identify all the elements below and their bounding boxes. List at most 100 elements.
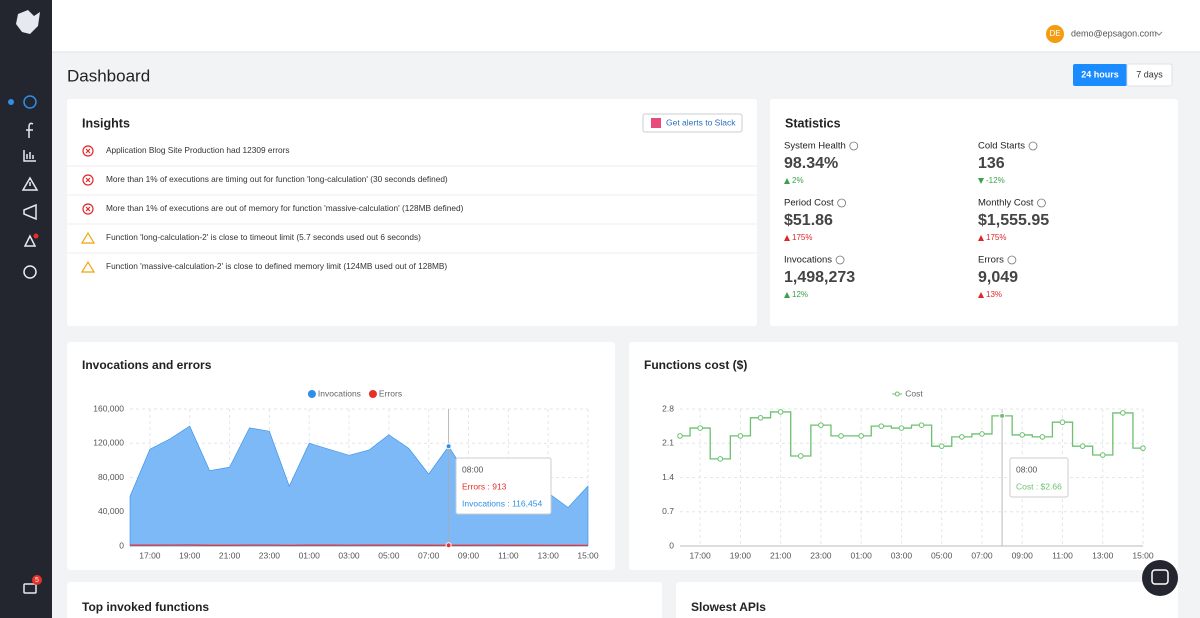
x-tick-label: 19:00 xyxy=(730,550,752,560)
panel-card xyxy=(67,582,662,618)
active-indicator xyxy=(8,99,14,105)
metrics-icon[interactable] xyxy=(23,150,36,162)
trend-arrow xyxy=(978,235,984,241)
x-tick-label: 09:00 xyxy=(458,550,480,560)
help-icon xyxy=(849,141,859,151)
stat-change: 12% xyxy=(792,290,808,299)
x-tick-label: 19:00 xyxy=(179,550,201,560)
range-button[interactable] xyxy=(1126,63,1173,87)
x-tick-label: 05:00 xyxy=(931,550,953,560)
chat-button[interactable] xyxy=(1142,560,1178,596)
architecture-icon[interactable] xyxy=(23,234,37,247)
x-tick-label: 17:00 xyxy=(139,550,161,560)
x-tick-label: 17:00 xyxy=(689,550,711,560)
x-tick-label: 21:00 xyxy=(219,550,241,560)
stat-change: -12% xyxy=(986,176,1005,185)
point xyxy=(1019,432,1026,438)
hover-point xyxy=(445,443,452,450)
panel-card xyxy=(676,582,1178,618)
y-tick-label: 40,000 xyxy=(98,506,124,516)
tooltip-title: 08:00 xyxy=(462,464,484,474)
dashboard-icon[interactable] xyxy=(23,95,37,109)
hover-point xyxy=(445,542,452,549)
help-icon xyxy=(835,255,845,265)
inbox-badge xyxy=(32,575,42,585)
error-icon-x xyxy=(85,206,91,212)
slack-icon xyxy=(651,118,661,128)
tooltip-title: 08:00 xyxy=(1016,464,1038,474)
insights-card xyxy=(67,99,757,326)
settings-icon[interactable] xyxy=(23,265,37,279)
point xyxy=(1099,452,1106,458)
slack-button-label[interactable]: Get alerts to Slack xyxy=(666,117,736,127)
inbox-badge-count: 5 xyxy=(35,577,39,584)
point xyxy=(1059,419,1066,426)
help-icon xyxy=(1007,255,1017,265)
step-line xyxy=(680,411,1143,460)
functions-icon[interactable] xyxy=(26,122,34,138)
logo[interactable] xyxy=(16,10,40,34)
tooltip xyxy=(1009,457,1069,498)
point xyxy=(677,433,683,439)
trend-arrow xyxy=(784,235,790,241)
x-tick-label: 23:00 xyxy=(810,550,832,560)
slack-button[interactable] xyxy=(642,113,743,133)
help-icon xyxy=(1028,141,1038,151)
inbox-icon[interactable] xyxy=(23,583,37,594)
point xyxy=(938,443,945,449)
x-tick-label: 03:00 xyxy=(891,550,913,560)
stat-label: System Health xyxy=(784,141,846,152)
range-button-active[interactable] xyxy=(1073,64,1127,86)
range-label[interactable]: 7 days xyxy=(1136,69,1163,79)
point xyxy=(818,422,824,428)
tooltip-line: Errors : 913 xyxy=(462,481,507,491)
user-chevron[interactable] xyxy=(1155,31,1163,36)
error-icon xyxy=(82,203,94,215)
y-tick-label: 80,000 xyxy=(98,472,124,482)
y-tick-label: 160,000 xyxy=(93,403,124,413)
stat-change: 13% xyxy=(986,290,1002,299)
avatar-initials: DE xyxy=(1049,29,1060,38)
legend: Cost xyxy=(892,388,923,398)
point xyxy=(918,422,925,428)
x-tick-label: 11:00 xyxy=(1052,550,1073,560)
x-tick-label: 01:00 xyxy=(299,550,321,560)
stat-value: 136 xyxy=(978,155,1005,172)
help-icon xyxy=(1037,198,1046,208)
warning-icon xyxy=(80,231,96,244)
legend-swatch xyxy=(307,390,316,398)
issues-icon[interactable] xyxy=(23,203,37,221)
x-tick-label: 11:00 xyxy=(498,550,519,560)
avatar[interactable] xyxy=(1046,25,1064,43)
legend-swatch xyxy=(894,391,900,397)
y-tick-label: 0 xyxy=(119,540,124,550)
stat-value: 9,049 xyxy=(978,269,1018,286)
alerts-icon[interactable] xyxy=(21,176,39,191)
page-title: Dashboard xyxy=(67,66,150,85)
y-tick-label: 0 xyxy=(669,540,674,550)
y-tick-label: 120,000 xyxy=(93,438,124,448)
topbar xyxy=(52,0,1200,52)
user-email[interactable]: demo@epsagon.com xyxy=(1071,28,1157,38)
stat-label: Period Cost xyxy=(784,198,834,209)
error-icon xyxy=(82,174,94,186)
insight-text: Function 'long-calculation-2' is close t… xyxy=(106,232,421,242)
point xyxy=(858,433,864,439)
hover-point xyxy=(999,412,1006,419)
point xyxy=(777,409,784,415)
stat-value: 1,498,273 xyxy=(784,269,855,286)
point xyxy=(959,434,965,440)
legend-label: Invocations xyxy=(318,388,361,398)
error-icon-x xyxy=(85,148,91,154)
y-tick-label: 1.4 xyxy=(662,472,674,482)
point xyxy=(878,423,885,429)
stat-label: Cold Starts xyxy=(978,141,1025,152)
stat-value: $1,555.95 xyxy=(978,212,1049,229)
stat-change: 175% xyxy=(792,233,812,242)
panel-title: Top invoked functions xyxy=(82,600,209,614)
chart-title: Functions cost ($) xyxy=(644,358,747,372)
range-label[interactable]: 24 hours xyxy=(1081,69,1119,79)
chart-title: Invocations and errors xyxy=(82,358,212,372)
stat-label: Invocations xyxy=(784,255,832,266)
